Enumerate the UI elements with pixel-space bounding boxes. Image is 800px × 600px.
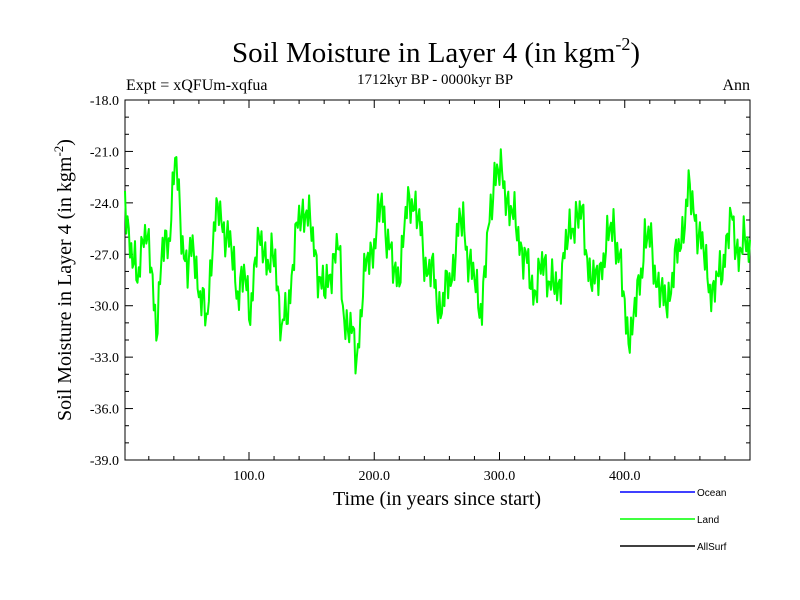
series-line-land bbox=[124, 148, 751, 375]
x-tick-label: 200.0 bbox=[358, 469, 390, 484]
y-tick-label: -33.0 bbox=[90, 351, 119, 366]
x-axis-label: Time (in years since start) bbox=[333, 488, 541, 510]
plot-frame bbox=[124, 99, 751, 461]
legend-label-land: Land bbox=[697, 515, 719, 526]
y-axis-label: Soil Moisture in Layer 4 (in kgm-2) bbox=[51, 139, 76, 421]
y-tick-label: -21.0 bbox=[90, 145, 119, 160]
y-tick-label: -18.0 bbox=[90, 94, 119, 109]
legend-label-allsurf: AllSurf bbox=[697, 542, 727, 553]
y-tick-label: -30.0 bbox=[90, 300, 119, 315]
x-axis-ticks bbox=[148, 100, 726, 460]
x-tick-label: 100.0 bbox=[233, 469, 265, 484]
y-axis-ticks bbox=[125, 99, 750, 461]
experiment-label: Expt = xQFUm-xqfua bbox=[126, 77, 267, 94]
y-tick-label: -27.0 bbox=[90, 248, 119, 263]
legend-label-ocean: Ocean bbox=[697, 488, 726, 499]
y-axis-tick-labels: -18.0 -21.0 -24.0 -27.0 -30.0 -33.0 -36.0 -39.0 bbox=[90, 94, 119, 469]
legend: Ocean Land AllSurf bbox=[620, 488, 727, 553]
season-label: Ann bbox=[722, 77, 750, 94]
x-axis-tick-labels: 100.0 200.0 300.0 400.0 bbox=[233, 469, 640, 484]
y-tick-label: -24.0 bbox=[90, 197, 119, 212]
chart-subtitle: 1712kyr BP - 0000kyr BP bbox=[357, 72, 513, 88]
y-tick-label: -39.0 bbox=[90, 454, 119, 469]
x-tick-label: 300.0 bbox=[484, 469, 516, 484]
y-tick-label: -36.0 bbox=[90, 403, 119, 418]
x-tick-label: 400.0 bbox=[609, 469, 641, 484]
chart-title: Soil Moisture in Layer 4 (in kgm-2) bbox=[232, 34, 640, 69]
